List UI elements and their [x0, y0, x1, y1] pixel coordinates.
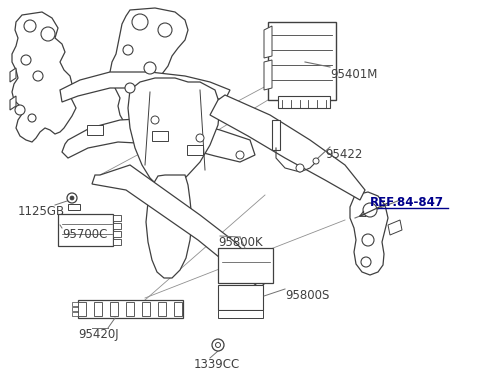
Bar	[218, 248, 273, 283]
Circle shape	[236, 151, 244, 159]
Bar	[72, 307, 78, 311]
Bar	[174, 302, 182, 316]
Bar	[72, 312, 78, 316]
Circle shape	[24, 20, 36, 32]
Circle shape	[21, 55, 31, 65]
Bar	[272, 120, 280, 150]
Circle shape	[67, 193, 77, 203]
Text: 1339CC: 1339CC	[194, 358, 240, 371]
Polygon shape	[128, 78, 220, 188]
Bar	[68, 204, 80, 210]
Bar	[278, 96, 330, 108]
Polygon shape	[10, 96, 16, 110]
Polygon shape	[62, 118, 255, 162]
Text: 95420J: 95420J	[78, 328, 119, 341]
Circle shape	[363, 203, 377, 217]
Bar	[268, 22, 336, 100]
Bar	[113, 231, 121, 237]
Bar	[110, 302, 118, 316]
Circle shape	[313, 158, 319, 164]
Text: 95422: 95422	[325, 148, 362, 161]
Bar	[113, 239, 121, 245]
Bar	[152, 131, 168, 141]
Circle shape	[158, 23, 172, 37]
Circle shape	[28, 114, 36, 122]
Polygon shape	[388, 220, 402, 235]
Circle shape	[132, 14, 148, 30]
Polygon shape	[146, 175, 192, 278]
Bar	[142, 302, 150, 316]
Text: 1125GB: 1125GB	[18, 205, 65, 218]
Bar	[72, 302, 78, 306]
Circle shape	[196, 134, 204, 142]
Circle shape	[123, 45, 133, 55]
Bar	[218, 310, 263, 318]
Text: 95401M: 95401M	[330, 68, 377, 81]
Bar	[126, 302, 134, 316]
Polygon shape	[350, 192, 388, 275]
Text: 95700C: 95700C	[62, 228, 108, 241]
Polygon shape	[210, 95, 365, 200]
Circle shape	[144, 62, 156, 74]
Circle shape	[41, 27, 55, 41]
Polygon shape	[110, 8, 188, 126]
Bar	[113, 215, 121, 221]
Circle shape	[212, 339, 224, 351]
Bar	[78, 300, 183, 318]
Circle shape	[33, 71, 43, 81]
Bar	[78, 302, 86, 316]
Circle shape	[15, 105, 25, 115]
Circle shape	[361, 257, 371, 267]
Bar	[158, 302, 166, 316]
Polygon shape	[264, 60, 272, 90]
Circle shape	[70, 196, 74, 200]
Polygon shape	[12, 12, 76, 142]
Bar	[87, 125, 103, 135]
Circle shape	[362, 234, 374, 246]
Bar	[58, 214, 113, 246]
Circle shape	[216, 342, 220, 347]
Circle shape	[296, 164, 304, 172]
Text: 95800K: 95800K	[218, 236, 263, 249]
Polygon shape	[264, 26, 272, 58]
Bar	[113, 223, 121, 229]
Bar	[218, 285, 263, 310]
Circle shape	[151, 116, 159, 124]
Text: REF.84-847: REF.84-847	[370, 196, 444, 209]
Polygon shape	[92, 165, 268, 288]
Bar	[94, 302, 102, 316]
Circle shape	[125, 83, 135, 93]
Polygon shape	[60, 72, 230, 102]
Polygon shape	[10, 68, 16, 82]
Bar	[187, 145, 203, 155]
Text: 95800S: 95800S	[285, 289, 329, 302]
